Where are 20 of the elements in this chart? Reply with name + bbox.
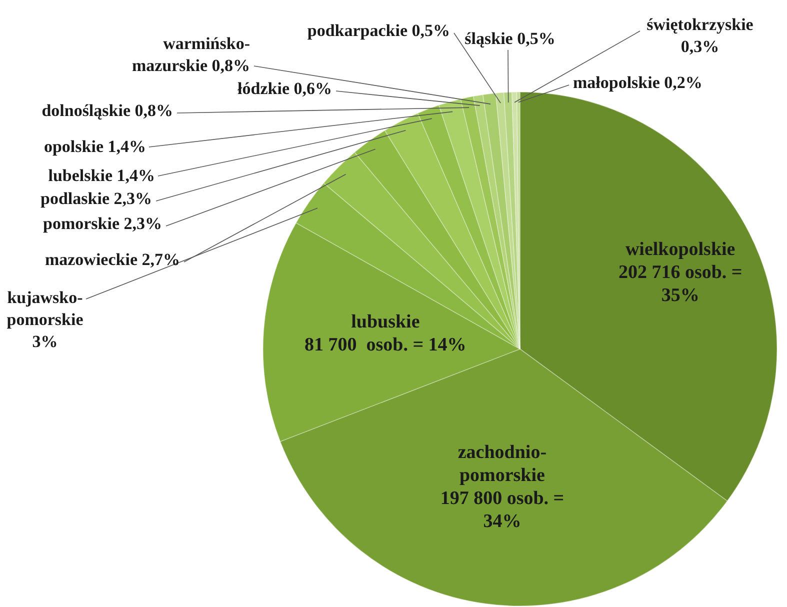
- slice-label: opolskie 1,4%: [44, 137, 146, 156]
- data-label: 3%: [32, 332, 58, 351]
- slice-label: mazowieckie 2,7%: [44, 250, 180, 269]
- slice-label: wielkopolskie: [625, 239, 736, 260]
- slice-label: lubuskie: [351, 312, 420, 333]
- data-label: 81 700 osob. = 14%: [304, 334, 466, 356]
- slice-label: śląskie 0,5%: [464, 29, 556, 48]
- slice-label: świętokrzyskie: [646, 15, 754, 34]
- category-label: pomorskie 2,3%: [43, 214, 162, 233]
- slice-label: łódzkie 0,6%: [238, 79, 332, 98]
- slice-label: podlaskie 2,3%: [40, 189, 152, 208]
- slice-label: zachodnio-pomorskie: [458, 442, 547, 486]
- data-label: 0,3%: [680, 37, 720, 56]
- slice-label: lubelskie 1,4%: [48, 166, 155, 185]
- data-label: 202 716 osob. = 35%: [618, 262, 742, 306]
- slice-label: małopolskie 0,2%: [573, 73, 702, 92]
- slice-label: kujawsko-pomorskie: [6, 288, 84, 329]
- slice-label: podkarpackie 0,5%: [307, 21, 450, 40]
- slice-label: dolnośląskie 0,8%: [42, 101, 173, 120]
- data-label: 197 800 osob. = 34%: [440, 488, 564, 532]
